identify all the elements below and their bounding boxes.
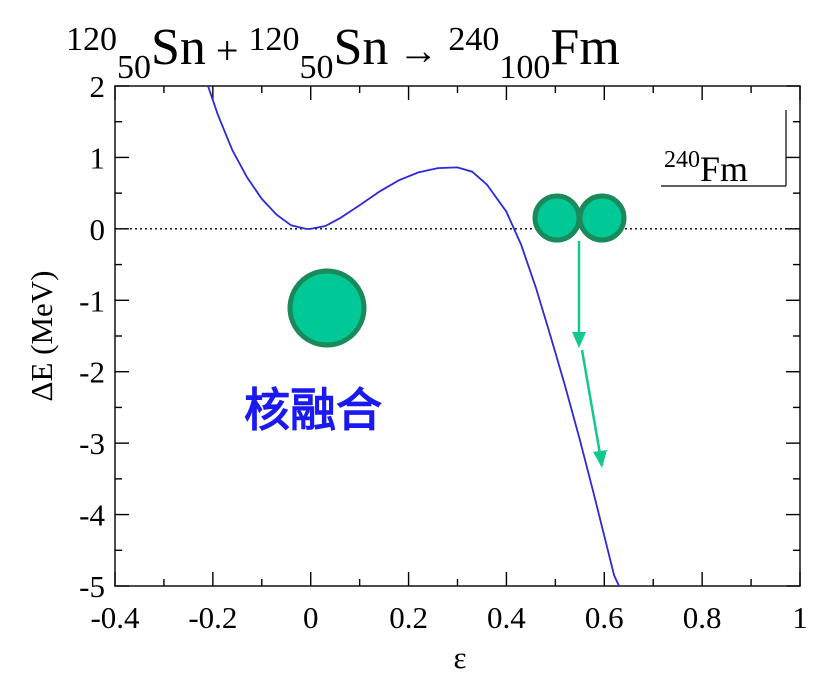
x-tick-label: 0.2 (389, 600, 428, 635)
y-tick-label: 1 (90, 140, 106, 175)
axis-tick-labels: -0.4 -0.2 0 0.2 0.4 0.6 0.8 1 2 1 0 -1 -2 -3 -4 -5 (79, 69, 808, 635)
x-tick-label: -0.4 (90, 600, 140, 635)
x-tick-label: 0.4 (487, 600, 526, 635)
y-tick-label: 0 (90, 212, 106, 247)
product-charge: 100 (499, 49, 550, 86)
y-tick-label: -1 (79, 283, 105, 318)
reaction-arrow: → (398, 28, 438, 73)
y-tick-label: -4 (79, 498, 105, 533)
y-tick-label: -2 (79, 355, 105, 390)
plus-sign: + (216, 28, 239, 73)
reactant1-mass: 120 (66, 21, 117, 58)
product-symbol: Fm (550, 19, 619, 76)
two-nuclei-icon (532, 193, 627, 243)
reactant2-mass: 120 (248, 21, 299, 58)
inset-label: 240Fm (664, 147, 748, 189)
reactant2-charge: 50 (299, 49, 333, 86)
inset-mass: 240 (664, 147, 700, 173)
reaction-title: 12050Sn +12050Sn → 240100Fm (66, 19, 620, 86)
fusion-annotation: 核融合 (244, 383, 382, 437)
descent-arrows (572, 241, 607, 468)
product-mass: 240 (448, 21, 499, 58)
y-tick-label: 2 (90, 69, 106, 104)
x-tick-label: 0 (303, 600, 319, 635)
inset-label-box: 240Fm (658, 106, 787, 189)
fused-nucleus-icon (287, 268, 367, 348)
x-axis-label: ε (453, 640, 466, 675)
axis-ticks (114, 85, 801, 587)
reactant1-charge: 50 (117, 49, 151, 86)
y-tick-label: -3 (79, 426, 105, 461)
x-tick-label: 0.6 (585, 600, 624, 635)
reactant2-symbol: Sn (333, 19, 388, 76)
x-tick-label: 0.8 (683, 600, 722, 635)
energy-curve (207, 86, 620, 586)
y-axis-label: ΔE (MeV) (24, 271, 59, 402)
inset-symbol: Fm (700, 149, 748, 189)
x-tick-label: 1 (792, 600, 808, 635)
x-tick-label: -0.2 (188, 600, 237, 635)
reactant1-symbol: Sn (151, 19, 206, 76)
y-tick-label: -5 (79, 569, 105, 604)
